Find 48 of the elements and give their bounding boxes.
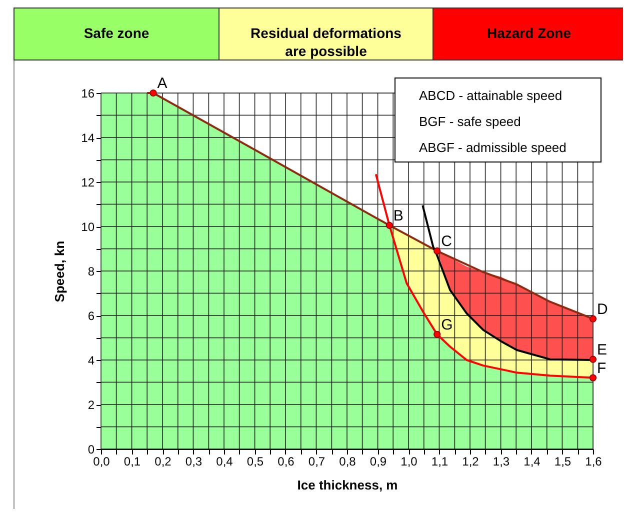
annotation: ABGF - admissible speed [419, 140, 566, 155]
text: Safe zone [84, 25, 150, 41]
x-tick-label: 0,0 [93, 454, 110, 468]
y-tick-label: 6 [88, 309, 95, 323]
annotation: B [393, 207, 404, 224]
x-tick-label: 1,0 [400, 454, 418, 468]
x-tick-label: 0,9 [370, 454, 387, 468]
point [434, 247, 441, 255]
x-axis-title: Ice thickness, m [297, 478, 398, 492]
annotation: G [441, 316, 453, 334]
point [434, 330, 441, 338]
y-tick-label: 16 [81, 86, 95, 100]
x-tick-label: 0,2 [154, 454, 172, 468]
text: Residual deformations are possible [250, 25, 402, 59]
point [386, 222, 393, 229]
x-tick-label: 0,1 [124, 454, 141, 468]
y-tick-label: 8 [88, 264, 95, 278]
x-tick-label: 1,4 [524, 454, 541, 468]
annotation: D [597, 300, 608, 318]
x-tick-label: 0,8 [339, 454, 356, 468]
y-tick-label: 10 [81, 220, 95, 234]
x-tick-label: 1,2 [462, 454, 480, 468]
annotation: C [441, 232, 452, 250]
annotation: F [597, 360, 606, 377]
point [589, 374, 597, 382]
x-tick-label: 0,7 [308, 454, 326, 468]
x-tick-label: 1,3 [492, 454, 510, 468]
x-tick-label: 0,3 [185, 454, 202, 468]
annotation: A [157, 75, 168, 92]
y-tick-label: 14 [81, 131, 95, 145]
point [150, 89, 157, 97]
annotation: E [597, 341, 608, 358]
annotation: BGF - safe speed [419, 114, 521, 129]
y-tick-label: 2 [88, 398, 95, 412]
x-tick-label: 1,1 [431, 454, 448, 468]
point [589, 315, 597, 322]
x-tick-label: 1,6 [585, 454, 602, 468]
annotation: ABCD - attainable speed [419, 88, 562, 103]
y-axis-title: Speed, kn [52, 240, 68, 302]
point [589, 356, 597, 363]
y-tick-label: 4 [88, 354, 95, 368]
text: Hazard Zone [486, 25, 572, 41]
x-tick-label: 0,5 [246, 454, 264, 468]
x-tick-label: 1,5 [554, 454, 572, 468]
y-tick-label: 0 [88, 442, 95, 456]
x-tick-label: 0,4 [216, 454, 234, 468]
x-tick-label: 0,6 [278, 454, 295, 468]
y-tick-label: 12 [81, 176, 95, 190]
